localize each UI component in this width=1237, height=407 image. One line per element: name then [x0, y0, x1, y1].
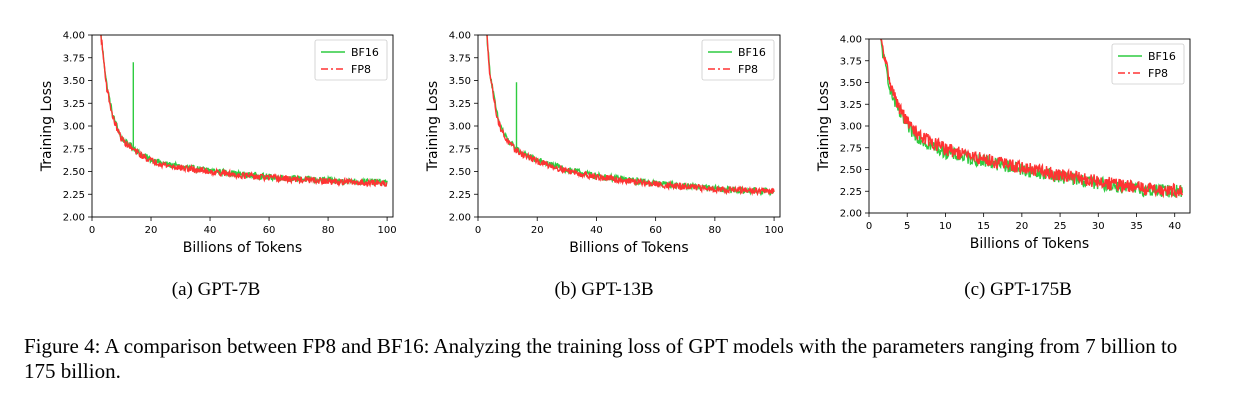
- subcaption-gpt-13b: (b) GPT-13B: [554, 279, 654, 300]
- x-axis-label: Billions of Tokens: [569, 240, 688, 256]
- y-tick-label: 2.25: [449, 190, 471, 201]
- legend: BF16 FP8: [1111, 43, 1185, 85]
- subcaption-gpt-175b: (c) GPT-175B: [964, 279, 1072, 300]
- y-tick-label: 3.00: [840, 122, 862, 133]
- legend-label-bf16: BF16: [1148, 50, 1176, 63]
- chart-gpt-7b: 2.00 2.25 2.50 2.75 3.00 3.25 3.50 3.75 4.00 0 20 4…: [39, 31, 397, 257]
- x-tick-label: 25: [1054, 221, 1067, 232]
- x-tick-label: 60: [649, 225, 662, 236]
- legend-label-bf16: BF16: [351, 46, 379, 59]
- chart-gpt-13b: 2.00 2.25 2.50 2.75 3.00 3.25 3.50 3.75 4.00 0 20 4…: [425, 31, 784, 257]
- chart-gpt-175b: 2.00 2.25 2.50 2.75 3.00 3.25 3.50 3.75 4.00 0 5 10…: [816, 35, 1191, 252]
- y-tick-label: 2.25: [840, 187, 862, 198]
- x-tick-label: 60: [263, 225, 276, 236]
- x-axis-label: Billions of Tokens: [183, 240, 302, 256]
- y-tick-label: 2.25: [63, 190, 85, 201]
- y-tick-label: 2.00: [449, 213, 471, 224]
- plot-area: [100, 35, 388, 188]
- x-tick-label: 40: [204, 225, 217, 236]
- y-tick-label: 3.50: [449, 76, 471, 87]
- x-tick-label: 30: [1092, 221, 1105, 232]
- y-tick-label: 2.00: [840, 209, 862, 220]
- y-tick-label: 2.75: [840, 143, 862, 154]
- x-tick-label: 5: [904, 221, 910, 232]
- x-tick-label: 15: [977, 221, 990, 232]
- y-tick-label: 3.00: [63, 122, 85, 133]
- y-tick-label: 3.75: [449, 53, 471, 64]
- legend-box: [701, 39, 775, 81]
- figure-caption: Figure 4: A comparison between FP8 and B…: [24, 334, 1178, 383]
- x-tick-label: 0: [89, 225, 95, 236]
- subcaption-gpt-7b: (a) GPT-7B: [171, 279, 261, 300]
- y-tick-label: 4.00: [449, 31, 471, 42]
- x-tick-label: 20: [531, 225, 544, 236]
- x-tick-label: 10: [939, 221, 952, 232]
- legend-box: [314, 39, 388, 81]
- series-line-fp8: [880, 39, 1184, 199]
- y-tick-label: 4.00: [63, 31, 85, 42]
- legend-label-fp8: FP8: [738, 63, 758, 76]
- y-axis-label: Training Loss: [816, 81, 832, 172]
- y-tick-label: 3.00: [449, 122, 471, 133]
- series-line-fp8: [100, 35, 388, 188]
- x-tick-label: 100: [765, 225, 784, 236]
- x-tick-label: 80: [322, 225, 335, 236]
- y-tick-label: 4.00: [840, 35, 862, 46]
- legend: BF16 FP8: [314, 39, 388, 81]
- y-tick-label: 2.50: [63, 167, 85, 178]
- y-tick-label: 3.50: [63, 76, 85, 87]
- x-axis-label: Billions of Tokens: [970, 236, 1089, 252]
- x-tick-label: 0: [866, 221, 872, 232]
- y-tick-label: 2.50: [449, 167, 471, 178]
- y-tick-label: 2.75: [63, 144, 85, 155]
- x-tick-label: 20: [1015, 221, 1028, 232]
- y-tick-label: 3.75: [840, 56, 862, 67]
- plot-area: [486, 35, 775, 197]
- y-tick-label: 2.50: [840, 165, 862, 176]
- y-tick-label: 3.25: [840, 100, 862, 111]
- series-line-fp8: [486, 35, 775, 197]
- legend-box: [1111, 43, 1185, 85]
- y-axis-label: Training Loss: [425, 81, 441, 172]
- y-axis-label: Training Loss: [39, 81, 55, 172]
- x-tick-label: 40: [590, 225, 603, 236]
- x-tick-label: 20: [145, 225, 158, 236]
- legend-label-fp8: FP8: [351, 63, 371, 76]
- x-tick-label: 35: [1130, 221, 1143, 232]
- legend-label-fp8: FP8: [1148, 67, 1168, 80]
- y-tick-label: 2.00: [63, 213, 85, 224]
- x-tick-label: 100: [378, 225, 397, 236]
- y-tick-label: 3.25: [63, 99, 85, 110]
- y-tick-label: 3.50: [840, 78, 862, 89]
- legend: BF16 FP8: [701, 39, 775, 81]
- y-tick-label: 3.25: [449, 99, 471, 110]
- x-tick-label: 40: [1168, 221, 1181, 232]
- y-tick-label: 2.75: [449, 144, 471, 155]
- legend-label-bf16: BF16: [738, 46, 766, 59]
- x-tick-label: 80: [708, 225, 721, 236]
- y-tick-label: 3.75: [63, 53, 85, 64]
- x-tick-label: 0: [475, 225, 481, 236]
- plot-area: [880, 39, 1184, 199]
